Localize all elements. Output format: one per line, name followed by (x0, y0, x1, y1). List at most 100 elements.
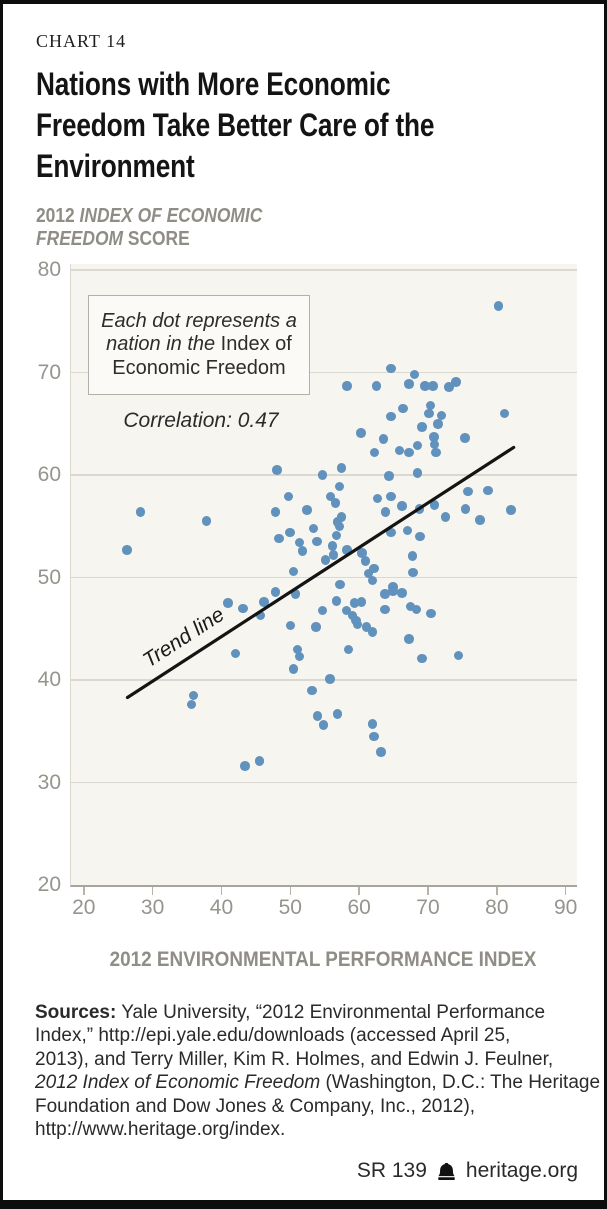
scatter-dot (334, 521, 345, 532)
x-tick-label-50: 50 (278, 896, 302, 919)
annotation-line: Each dot represents a (101, 309, 297, 332)
scatter-dot (367, 575, 378, 586)
scatter-dot (283, 491, 294, 502)
chart-number-kicker: CHART 14 (36, 31, 127, 51)
sources-line: 2013), and Terry Miller, Kim R. Holmes, … (35, 1048, 554, 1070)
scatter-dot (417, 653, 427, 664)
x-tick-mark-30 (151, 887, 154, 895)
scatter-dot (302, 505, 312, 515)
scatter-dot (475, 515, 485, 525)
gridline-y-50 (71, 576, 577, 579)
scatter-dot (307, 685, 317, 696)
scatter-dot (331, 530, 342, 541)
scatter-dot (201, 516, 212, 526)
sources-line: Foundation and Dow Jones & Company, Inc.… (35, 1095, 476, 1117)
y-axis-title: 2012 INDEX OF ECONOMIC FREEDOM SCORE (36, 205, 296, 251)
scatter-dot (386, 363, 396, 374)
scatter-dot (330, 498, 341, 508)
scatter-dot (460, 504, 471, 514)
scatter-dot (425, 400, 436, 411)
scatter-dot (334, 481, 345, 492)
x-tick-label-20: 20 (72, 896, 96, 919)
x-tick-label-90: 90 (553, 896, 578, 919)
scatter-dot (394, 445, 405, 456)
chart-title-line: Nations with More Economic (36, 66, 391, 102)
scatter-dot (420, 381, 430, 391)
scatter-dot (342, 381, 352, 391)
scatter-dot (290, 589, 301, 599)
scatter-dot (378, 434, 389, 444)
scatter-dot (499, 408, 510, 419)
scatter-dot (367, 719, 378, 729)
scatter-dot (402, 525, 413, 536)
scatter-dot (397, 588, 407, 598)
scatter-dot (188, 690, 199, 701)
scatter-dot (356, 428, 366, 438)
report-id: SR 139 (356, 1159, 427, 1182)
scatter-dot (426, 608, 436, 619)
footer-site: heritage.org (465, 1159, 578, 1182)
x-tick-mark-40 (220, 887, 223, 895)
scatter-dot (122, 545, 132, 555)
scatter-dot (412, 440, 423, 451)
scatter-dot (371, 381, 382, 391)
scatter-dot (372, 493, 383, 504)
scatter-dot (409, 369, 420, 380)
scatter-dot (288, 566, 299, 577)
x-tick-mark-90 (564, 887, 567, 895)
scatter-dot (415, 531, 425, 542)
correlation-label: Correlation: 0.47 (123, 409, 279, 432)
annotation-line: Economic Freedom (112, 356, 286, 379)
y-tick-label-40: 40 (37, 668, 61, 692)
scatter-dot (397, 501, 407, 511)
scatter-dot (386, 411, 396, 422)
scatter-dot (384, 471, 394, 481)
scatter-dot (332, 709, 343, 719)
sources-line: 2012 Index of Economic Freedom (Washingt… (35, 1072, 601, 1094)
scatter-dot (294, 651, 305, 662)
scatter-dot (312, 711, 323, 721)
scatter-dot (254, 756, 265, 766)
scatter-dot (331, 596, 342, 606)
x-tick-label-30: 30 (140, 896, 165, 919)
scatter-dot (317, 605, 328, 616)
y-tick-label-20: 20 (37, 873, 61, 896)
scatter-dot (386, 527, 396, 538)
trend-line (125, 445, 516, 700)
y-tick-label-50: 50 (37, 565, 61, 589)
scatter-dot (431, 447, 441, 458)
plot-area: Each dot represents a nation in the Index… (70, 264, 577, 887)
scatter-dot (270, 587, 281, 597)
scatter-dot (429, 500, 440, 510)
annotation-box: Each dot represents a nation in the Index… (88, 295, 310, 395)
scatter-dot (408, 567, 418, 578)
scatter-dot (453, 650, 464, 661)
scatter-dot (328, 550, 339, 560)
scatter-dot (411, 604, 422, 615)
scatter-dot (380, 589, 390, 599)
scatter-dot (356, 597, 367, 607)
scatter-dot (404, 447, 414, 458)
gridline-y-30 (71, 781, 577, 784)
scatter-dot (412, 468, 423, 478)
scatter-dot (380, 604, 390, 615)
scatter-dot (352, 619, 363, 630)
scatter-dot (440, 512, 451, 522)
x-tick-mark-60 (358, 887, 360, 895)
scatter-dot (433, 419, 443, 429)
chart-title-line: Freedom Take Better Care of the (36, 107, 435, 143)
x-axis-title: 2012 ENVIRONMENTAL PERFORMANCE INDEX (109, 948, 537, 971)
scatter-dot (376, 747, 386, 757)
scatter-dot (417, 422, 427, 432)
scatter-dot (414, 504, 425, 514)
sources-line: Index,” http://epi.yale.edu/downloads (a… (35, 1025, 511, 1047)
scatter-dot (493, 301, 504, 311)
scatter-dot (343, 644, 354, 655)
x-tick-mark-20 (83, 887, 85, 895)
scatter-dot (335, 579, 345, 590)
scatter-dot (429, 432, 439, 442)
footer: SR 139 heritage.org (357, 1158, 578, 1184)
scatter-dot (186, 699, 197, 710)
scatter-dot (398, 403, 408, 414)
